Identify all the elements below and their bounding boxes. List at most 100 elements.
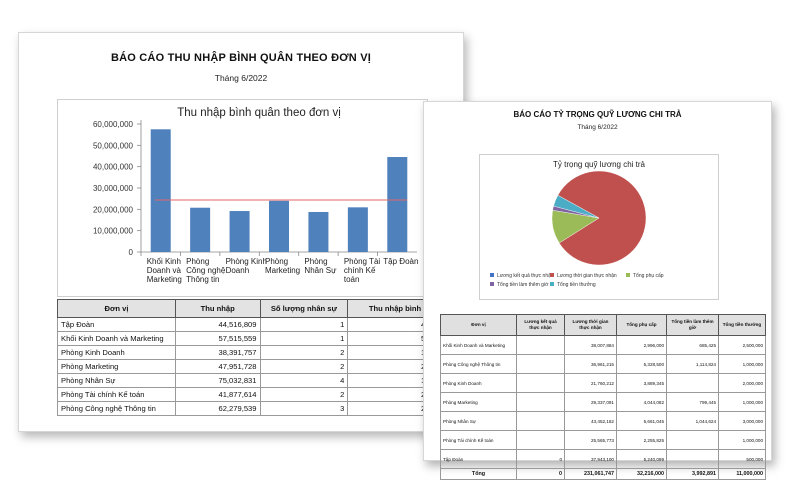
- payroll-table-cell: 1,044,624: [666, 411, 719, 431]
- bar-chart-title: Thu nhập bình quân theo đơn vị: [177, 107, 341, 119]
- payroll-table-cell: Phòng Công nghệ Thông tin: [440, 354, 517, 374]
- legend-label: Lương kết quả thực nhận: [497, 273, 554, 279]
- payroll-share-pie-chart: Tỷ trọng quỹ lương chi trả Lương kết quả …: [479, 154, 719, 300]
- legend-label: Tổng tiền làm thêm giờ: [497, 281, 549, 288]
- x-tick-label: Khối Kinh Doanh và Marketing: [147, 257, 182, 284]
- x-tick-label-line: Tập Đoàn: [383, 257, 418, 266]
- y-tick-label: 20,000,000: [93, 205, 134, 214]
- payroll-table-cell: Phòng Tài chính Kế toán: [440, 430, 517, 450]
- payroll-table-cell: [516, 373, 565, 393]
- income-report-title: BÁO CÁO THU NHẬP BÌNH QUÂN THEO ĐƠN VỊ: [110, 52, 371, 64]
- payroll-table-cell: 2,000,000: [718, 373, 766, 393]
- income-table-cell: Phòng Marketing: [57, 359, 176, 374]
- x-tick-label-line: Thông tin: [186, 275, 219, 284]
- payroll-table-cell: 29,337,091: [564, 392, 617, 412]
- bar: [190, 207, 211, 252]
- bar: [150, 129, 171, 252]
- income-report-subtitle: Tháng 6/2022: [214, 73, 268, 83]
- payroll-table-column-header: Tổng tiền thưởng: [718, 314, 766, 336]
- income-table-cell: Phòng Tài chính Kế toán: [57, 387, 176, 402]
- payroll-table-cell: Tập Đoàn: [440, 449, 517, 469]
- payroll-table-cell: Phòng Nhân Sự: [440, 411, 517, 431]
- payroll-table-column-header: Đơn vị: [440, 314, 517, 336]
- payroll-table-row: Phòng Marketing 29,337,091 4,044,082 799,44…: [440, 392, 766, 412]
- x-tick-label-line: toán: [344, 275, 360, 284]
- payroll-table-cell: 2,500,000: [718, 335, 766, 355]
- payroll-table-cell: [516, 411, 565, 431]
- payroll-table-cell: [666, 430, 719, 450]
- y-tick-label: 60,000,000: [93, 120, 134, 129]
- legend-swatch: [550, 282, 554, 286]
- legend-label: Tổng phụ cấp: [633, 272, 664, 279]
- x-tick-label-line: Khối Kinh: [147, 257, 181, 266]
- income-table-cell: 41,877,614: [174, 387, 261, 402]
- bar: [229, 211, 250, 252]
- payroll-table-cell: 4,044,082: [616, 392, 667, 412]
- payroll-table-cell: 1,114,824: [666, 354, 719, 374]
- income-table-cell: 2: [259, 345, 349, 360]
- income-table-cell: 57,515,559: [174, 331, 261, 346]
- income-table-cell: Tập Đoàn: [57, 317, 176, 332]
- payroll-table-cell: 5,328,500: [616, 354, 667, 374]
- payroll-table-header-row: Đơn vị Lương kết quả thực nhận Lương thời …: [440, 314, 766, 336]
- pie-slice: [557, 170, 647, 266]
- legend-label: Tổng tiền thưởng: [557, 281, 596, 288]
- x-tick-label-line: Phòng: [186, 257, 209, 266]
- payroll-table-cell: [516, 335, 565, 355]
- bar: [269, 200, 289, 252]
- x-tick-label-line: Doanh: [226, 266, 250, 275]
- y-tick-label: 40,000,000: [93, 163, 134, 172]
- payroll-table: Đơn vị Lương kết quả thực nhận Lương thời …: [440, 314, 766, 480]
- x-tick-label: Phòng Tài chính Kế toán: [344, 257, 381, 284]
- x-tick-label: Phòng Công nghệ Thông tin: [186, 257, 226, 284]
- x-tick-label: Phòng Kinh Doanh: [226, 257, 267, 275]
- y-tick-label: 0: [129, 248, 134, 257]
- income-table-cell: 4: [259, 373, 349, 388]
- payroll-table-cell: 43,452,162: [564, 411, 617, 431]
- income-table-cell: Phòng Công nghệ Thông tin: [57, 401, 176, 416]
- income-table-row: Phòng Công nghệ Thông tin62,279,539320,7…: [57, 401, 463, 416]
- bar-chart-svg: Thu nhập bình quân theo đơn vị 60,000,000…: [93, 107, 418, 284]
- income-table-cell: Phòng Kinh Doanh: [57, 345, 176, 360]
- payroll-table-cell: 231,061,747: [564, 468, 617, 480]
- legend-swatch: [550, 273, 554, 277]
- income-table-cell: 62,279,539: [174, 401, 261, 416]
- payroll-table-cell: [666, 449, 719, 469]
- income-table-row: Phòng Tài chính Kế toán41,877,614220,938…: [57, 387, 463, 402]
- pie-slice: [553, 194, 600, 219]
- x-tick-label-line: Marketing: [265, 266, 300, 275]
- income-table: Đơn vị Thu nhập Số lượng nhân sự Thu nhập b…: [57, 299, 463, 416]
- income-table-cell: Khối Kinh Doanh và Marketing: [57, 331, 176, 346]
- payroll-table-cell: 5,661,045: [616, 411, 667, 431]
- payroll-table-cell: Tổng: [440, 468, 517, 480]
- income-table-row: Khối Kinh Doanh và Marketing57,515,55915…: [57, 331, 463, 346]
- income-table-header-row: Đơn vị Thu nhập Số lượng nhân sự Thu nhập b…: [57, 299, 463, 318]
- income-table-cell: 2: [259, 387, 349, 402]
- payroll-table-total-row: Tổng 0 231,061,747 32,216,000 3,992,891 11,00…: [440, 468, 766, 480]
- income-table-cell: 2: [259, 359, 349, 374]
- payroll-table-cell: 25,565,773: [564, 430, 617, 450]
- payroll-table-row: Phòng Công nghệ Thông tin 36,961,215 5,328…: [440, 354, 766, 374]
- payroll-table-cell: Khối Kinh Doanh và Marketing: [440, 335, 517, 355]
- payroll-table-cell: 5,240,099: [616, 449, 667, 469]
- y-tick-label: 10,000,000: [93, 227, 134, 236]
- legend-swatch: [490, 282, 494, 286]
- legend-swatch: [490, 273, 494, 277]
- payroll-table-cell: 38,007,884: [564, 335, 617, 355]
- payroll-table-row: Phòng Kinh Doanh 21,760,212 3,889,345 2,000…: [440, 373, 766, 393]
- payroll-table-cell: Phòng Kinh Doanh: [440, 373, 517, 393]
- payroll-table-cell: Phòng Marketing: [440, 392, 517, 412]
- legend-label: Lương thời gian thực nhận: [557, 273, 617, 279]
- payroll-table-column-header: Lương thời gian thực nhận: [564, 314, 617, 336]
- payroll-table-cell: 685,425: [666, 335, 719, 355]
- x-tick-label-line: Phòng Kinh: [226, 257, 267, 266]
- x-tick-label-line: chính Kế: [344, 266, 376, 275]
- income-report-page: BÁO CÁO THU NHẬP BÌNH QUÂN THEO ĐƠN VỊ T…: [18, 32, 464, 432]
- payroll-table-cell: [666, 373, 719, 393]
- x-tick-label: Phòng Marketing: [265, 257, 300, 275]
- payroll-table-cell: 799,445: [666, 392, 719, 412]
- payroll-table-cell: 3,992,891: [666, 468, 719, 480]
- income-table-cell: 47,951,728: [174, 359, 261, 374]
